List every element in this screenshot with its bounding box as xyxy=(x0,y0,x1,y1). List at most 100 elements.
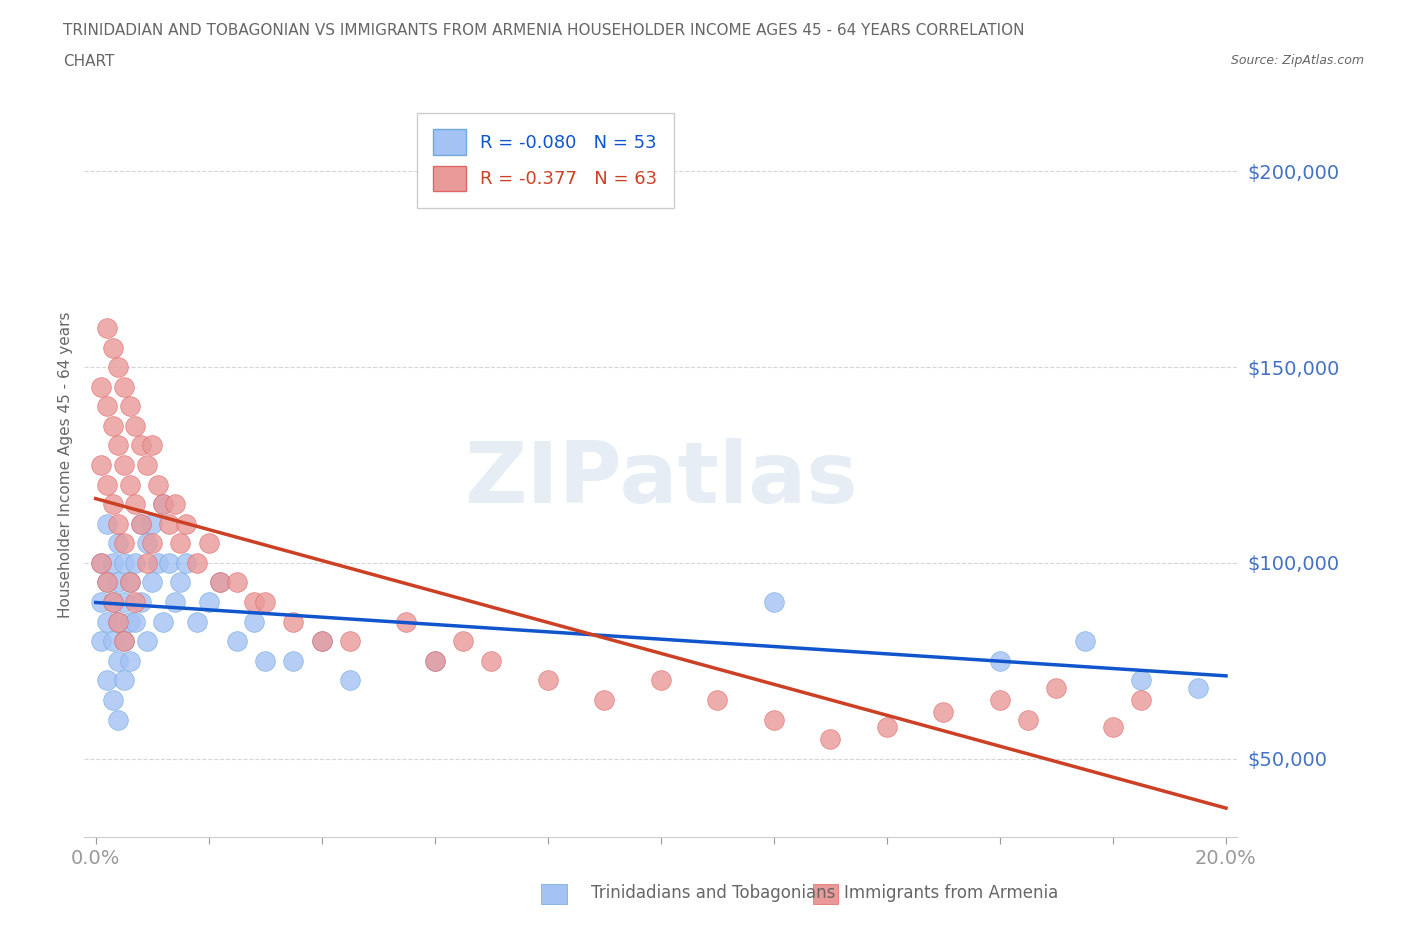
Point xyxy=(112,594,135,609)
Point xyxy=(208,575,231,590)
Point xyxy=(141,536,163,551)
Point xyxy=(311,633,333,648)
Point xyxy=(107,438,129,453)
Point xyxy=(96,575,118,590)
Point xyxy=(96,321,118,336)
Point xyxy=(152,614,174,629)
Point xyxy=(101,340,124,355)
Point xyxy=(254,594,277,609)
Point xyxy=(96,673,118,688)
Point xyxy=(101,594,124,609)
Point xyxy=(157,516,180,531)
Point xyxy=(186,614,208,629)
Point xyxy=(141,516,163,531)
Point xyxy=(537,673,560,688)
Point xyxy=(226,575,249,590)
Point xyxy=(101,594,124,609)
Point xyxy=(1073,633,1095,648)
Point xyxy=(311,633,333,648)
Text: TRINIDADIAN AND TOBAGONIAN VS IMMIGRANTS FROM ARMENIA HOUSEHOLDER INCOME AGES 45: TRINIDADIAN AND TOBAGONIAN VS IMMIGRANTS… xyxy=(63,23,1025,38)
Point xyxy=(107,360,129,375)
Text: Immigrants from Armenia: Immigrants from Armenia xyxy=(844,884,1057,902)
Point xyxy=(135,536,157,551)
Point xyxy=(124,614,146,629)
Point xyxy=(395,614,418,629)
Point xyxy=(90,594,112,609)
Point xyxy=(932,704,955,719)
Point xyxy=(124,594,146,609)
Point xyxy=(96,477,118,492)
Point xyxy=(146,477,169,492)
Point xyxy=(112,633,135,648)
Point xyxy=(112,379,135,394)
Point xyxy=(118,654,141,669)
Point xyxy=(988,693,1011,708)
Point xyxy=(101,418,124,433)
Point xyxy=(1130,693,1153,708)
Point xyxy=(186,555,208,570)
Point xyxy=(101,693,124,708)
Point xyxy=(226,633,249,648)
Point xyxy=(762,594,785,609)
Point xyxy=(152,497,174,512)
Point xyxy=(876,720,898,735)
Point xyxy=(283,654,305,669)
Point xyxy=(107,614,129,629)
Point xyxy=(339,673,361,688)
Text: Trinidadians and Tobagonians: Trinidadians and Tobagonians xyxy=(591,884,835,902)
Point xyxy=(243,594,266,609)
Point xyxy=(101,633,124,648)
Point xyxy=(96,614,118,629)
Point xyxy=(118,614,141,629)
Point xyxy=(174,516,197,531)
Point xyxy=(124,418,146,433)
Y-axis label: Householder Income Ages 45 - 64 years: Householder Income Ages 45 - 64 years xyxy=(58,312,73,618)
Point xyxy=(423,654,446,669)
Point xyxy=(112,458,135,472)
Point xyxy=(135,633,157,648)
Point xyxy=(593,693,616,708)
Point xyxy=(112,536,135,551)
Point xyxy=(129,516,152,531)
Point xyxy=(1045,681,1067,696)
Point xyxy=(112,555,135,570)
Text: ZIPatlas: ZIPatlas xyxy=(464,438,858,522)
Point xyxy=(479,654,502,669)
Point xyxy=(90,458,112,472)
Point xyxy=(174,555,197,570)
Point xyxy=(1102,720,1125,735)
Point xyxy=(90,379,112,394)
Point xyxy=(243,614,266,629)
Point xyxy=(129,516,152,531)
Point xyxy=(163,497,186,512)
Point xyxy=(118,477,141,492)
Point xyxy=(146,555,169,570)
Point xyxy=(101,497,124,512)
Point xyxy=(112,633,135,648)
Point xyxy=(208,575,231,590)
Point xyxy=(339,633,361,648)
Point xyxy=(157,555,180,570)
Point xyxy=(283,614,305,629)
Point xyxy=(124,555,146,570)
Point xyxy=(820,732,842,747)
Point xyxy=(118,399,141,414)
Point xyxy=(163,594,186,609)
Text: Source: ZipAtlas.com: Source: ZipAtlas.com xyxy=(1230,54,1364,67)
Point xyxy=(1017,712,1039,727)
Point xyxy=(107,536,129,551)
Point xyxy=(169,575,191,590)
Point xyxy=(101,555,124,570)
Legend: R = -0.080   N = 53, R = -0.377   N = 63: R = -0.080 N = 53, R = -0.377 N = 63 xyxy=(418,113,673,207)
Point xyxy=(90,555,112,570)
Point xyxy=(107,575,129,590)
Point xyxy=(423,654,446,669)
Point xyxy=(129,594,152,609)
Point xyxy=(135,458,157,472)
Point xyxy=(762,712,785,727)
Point xyxy=(135,555,157,570)
Point xyxy=(129,438,152,453)
Point xyxy=(107,654,129,669)
Point xyxy=(124,497,146,512)
Point xyxy=(988,654,1011,669)
